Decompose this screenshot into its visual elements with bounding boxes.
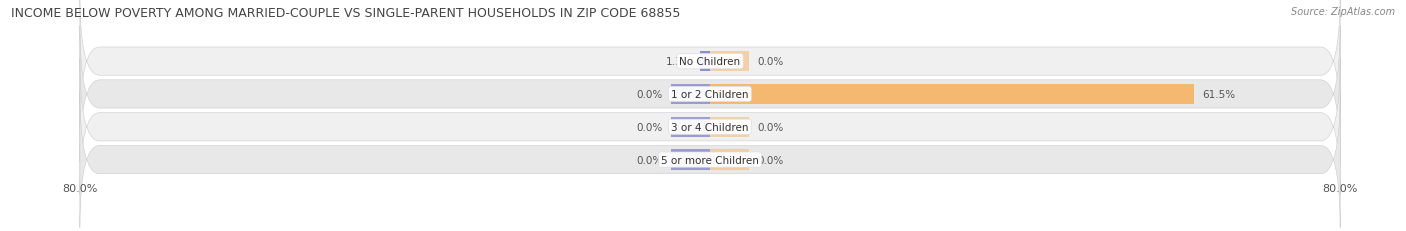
Bar (710, 52, 749, 72)
FancyBboxPatch shape (80, 92, 1340, 228)
Text: 1.3%: 1.3% (665, 57, 692, 67)
Text: 0.0%: 0.0% (758, 155, 783, 165)
Text: 0.0%: 0.0% (637, 155, 662, 165)
Bar (671, 84, 710, 105)
Text: Source: ZipAtlas.com: Source: ZipAtlas.com (1291, 7, 1395, 17)
Text: INCOME BELOW POVERTY AMONG MARRIED-COUPLE VS SINGLE-PARENT HOUSEHOLDS IN ZIP COD: INCOME BELOW POVERTY AMONG MARRIED-COUPL… (11, 7, 681, 20)
Text: 61.5%: 61.5% (1202, 90, 1236, 100)
Bar (710, 84, 1195, 105)
FancyBboxPatch shape (80, 60, 1340, 195)
Text: 0.0%: 0.0% (637, 122, 662, 132)
Text: 0.0%: 0.0% (758, 122, 783, 132)
Bar (671, 150, 710, 170)
Text: No Children: No Children (679, 57, 741, 67)
FancyBboxPatch shape (80, 0, 1340, 130)
Bar (710, 117, 749, 137)
FancyBboxPatch shape (80, 27, 1340, 162)
Text: 3 or 4 Children: 3 or 4 Children (671, 122, 749, 132)
Text: 0.0%: 0.0% (637, 90, 662, 100)
Bar (671, 117, 710, 137)
Bar (700, 52, 710, 72)
Text: 5 or more Children: 5 or more Children (661, 155, 759, 165)
Text: 0.0%: 0.0% (758, 57, 783, 67)
Text: 1 or 2 Children: 1 or 2 Children (671, 90, 749, 100)
Bar (710, 150, 749, 170)
